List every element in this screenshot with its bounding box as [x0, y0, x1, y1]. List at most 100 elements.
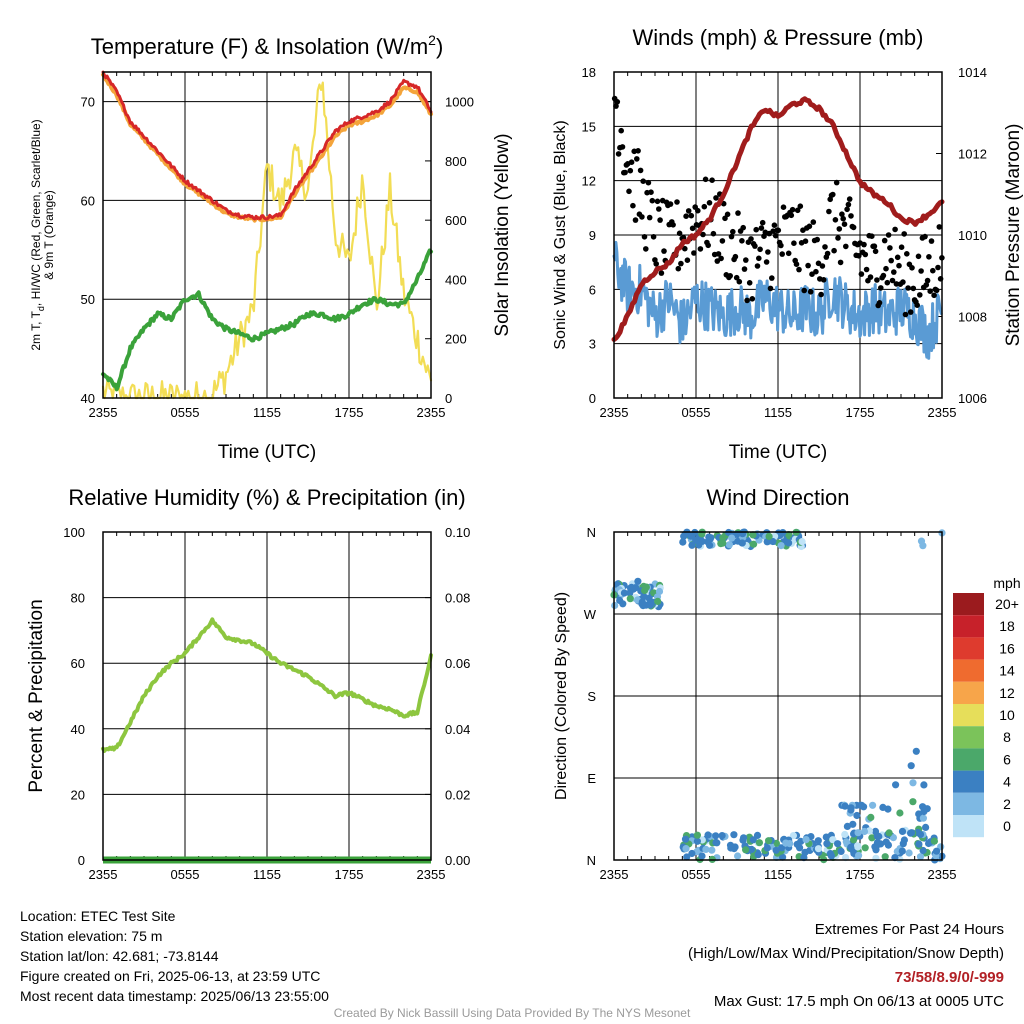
plot-border [102, 71, 432, 399]
y-tick-label: 40 [81, 391, 95, 406]
gust-point [724, 211, 731, 218]
direction-point [702, 845, 710, 854]
gust-point [835, 235, 841, 241]
direction-point [855, 851, 863, 860]
direction-point [718, 832, 726, 840]
gust-point [641, 234, 648, 240]
gust-point [861, 241, 867, 248]
gust-point [918, 268, 924, 274]
direction-point [919, 803, 927, 811]
gust-point [806, 223, 813, 230]
extremes-subtitle: (High/Low/Max Wind/Precipitation/Snow De… [688, 945, 1004, 962]
gust-point [685, 208, 692, 214]
direction-point [872, 854, 880, 862]
direction-point [907, 829, 916, 837]
y-axis-label: 2m T, Td, HI/WC (Red, Green, Scarlet/Blu… [29, 119, 56, 350]
y2-tick-label: 1000 [445, 95, 474, 110]
direction-point [626, 595, 634, 603]
gust-point [736, 278, 743, 285]
gust-point [876, 300, 883, 306]
gust-point [884, 279, 891, 286]
direction-point [688, 541, 696, 549]
gust-point [871, 243, 878, 249]
gust-point [730, 228, 736, 235]
direction-point [692, 536, 700, 544]
gust-point [830, 191, 836, 198]
x-tick-label: 0555 [682, 405, 711, 420]
x-tick-label: 2355 [600, 405, 629, 420]
gust-point [863, 266, 870, 273]
legend-swatch [953, 637, 984, 660]
gust-point [831, 247, 837, 254]
gust-point [848, 213, 854, 219]
direction-point [860, 803, 868, 811]
gust-point [643, 246, 649, 252]
x-axis-label: Time (UTC) [218, 442, 317, 463]
y-tick-label: N [587, 525, 596, 540]
y-tick-label: 60 [81, 193, 95, 208]
direction-point [655, 587, 664, 596]
direction-point [898, 847, 906, 855]
direction-point [620, 589, 629, 597]
direction-point [898, 827, 907, 836]
gust-point [758, 225, 765, 231]
gust-point [888, 257, 894, 264]
gust-point [675, 265, 682, 272]
direction-point [755, 839, 764, 847]
chart-title: Relative Humidity (%) & Precipitation (i… [68, 485, 465, 510]
gust-point [771, 222, 778, 228]
gust-point [901, 231, 907, 237]
direction-point [919, 814, 928, 822]
direction-point [782, 839, 790, 847]
gust-point [628, 159, 635, 165]
gust-point [654, 198, 661, 205]
gust-point [797, 203, 804, 209]
direction-point [779, 853, 787, 861]
gust-point [627, 167, 634, 174]
gust-point [741, 266, 748, 272]
gust-point [881, 237, 888, 244]
gust-point [719, 238, 726, 244]
gust-point [850, 224, 857, 231]
y-tick-label: E [587, 771, 596, 786]
gust-point [753, 226, 759, 233]
direction-point [727, 844, 735, 852]
direction-point [682, 845, 690, 853]
x-tick-label: 1155 [764, 405, 792, 420]
extremes-values: 73/58/8.9/0/-999 [894, 969, 1004, 986]
gust-point [824, 250, 831, 257]
elevation-text: Station elevation: 75 m [20, 928, 163, 944]
gust-point [839, 211, 845, 217]
direction-point [749, 531, 757, 539]
gust-point [667, 201, 674, 207]
y2-tick-label: 1012 [958, 147, 987, 162]
gust-point [845, 201, 852, 208]
gust-point [722, 215, 728, 222]
direction-point [750, 540, 758, 548]
series-line [101, 70, 433, 221]
gust-point [682, 245, 688, 252]
chart-panel-3: 2355 0555 1155 1755 2355 0 0.00 20 0.02 40 0.04 60 0… [26, 485, 470, 882]
gust-point [618, 127, 624, 134]
gust-point [896, 262, 902, 269]
gust-point [650, 234, 657, 240]
gust-point [837, 259, 844, 266]
extremes-info: Extremes For Past 24 Hours (High/Low/Max… [688, 918, 1004, 1014]
series-line [101, 617, 433, 753]
gust-point [930, 267, 936, 274]
gust-point [780, 204, 787, 210]
direction-point [712, 838, 720, 847]
gust-point [779, 251, 785, 257]
direction-point [681, 835, 690, 843]
speed-legend: mph 20+ 18 16 14 12 10 8 6 4 2 0 [953, 575, 1021, 838]
gust-point [757, 246, 763, 253]
y2-tick-label: 800 [445, 154, 467, 169]
x-tick-label: 2355 [600, 867, 629, 882]
gust-points [611, 95, 945, 318]
gust-point [841, 221, 848, 227]
direction-point [693, 837, 702, 845]
gust-point [910, 285, 917, 292]
x-tick-label: 1755 [846, 405, 875, 420]
gust-point [846, 196, 853, 202]
gust-point [634, 156, 640, 162]
